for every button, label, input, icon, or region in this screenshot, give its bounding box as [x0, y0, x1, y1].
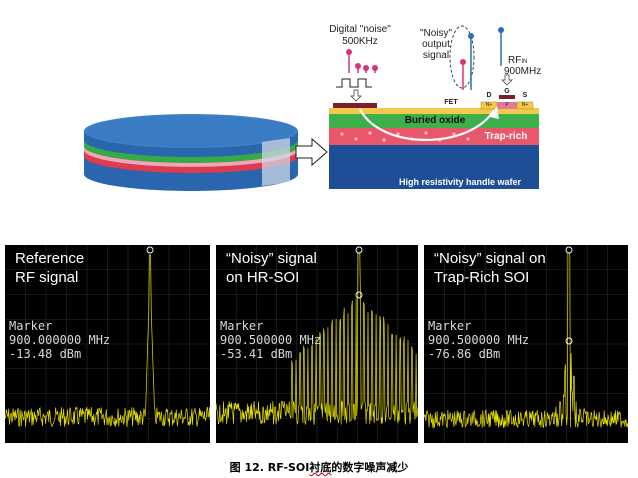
panel-title: “Noisy” signal on Trap-Rich SOI — [434, 249, 546, 287]
rf-in-text: RF — [508, 55, 522, 66]
caption-underlined-text: 衬底 — [309, 461, 332, 474]
panel-title-line1: Reference — [15, 250, 85, 267]
panel-title-line1: “Noisy” signal — [226, 250, 317, 267]
panel-title: Reference RF signal — [15, 249, 84, 287]
marker-readout: Marker 900.500000 MHz -76.86 dBm — [428, 319, 529, 361]
rf-in-subscript: IN — [521, 59, 528, 65]
spectrum-panel-trap-rich: “Noisy” signal on Trap-Rich SOI Marker 9… — [424, 245, 628, 443]
marker-label: Marker — [9, 319, 53, 333]
marker-frequency: 900.500000 MHz — [220, 333, 322, 347]
drain-doping: N+ — [485, 102, 493, 108]
source-doping: N+ — [521, 102, 529, 108]
spectrum-trace-reference — [5, 245, 210, 443]
spectrum-trace-hr-soi — [216, 245, 418, 443]
panel-title-line2: on HR-SOI — [226, 269, 300, 286]
drain-label: D — [486, 92, 492, 99]
marker-label: Marker — [428, 319, 472, 333]
figure-label: 图 12. — [229, 461, 264, 474]
marker-readout: Marker 900.500000 MHz -53.41 dBm — [220, 319, 321, 361]
panel-title-line1: “Noisy” signal on — [434, 250, 546, 267]
zoom-arrow — [295, 137, 328, 167]
wafer-disc — [84, 114, 298, 191]
figure-caption: 图 12. RF-SOI衬底的数字噪声减少 — [0, 459, 638, 475]
soi-diagram — [84, 25, 539, 191]
caption-prefix: RF-SOI — [267, 461, 310, 474]
spectrum-trace-trap-rich — [424, 245, 628, 443]
source-label: S — [522, 92, 528, 99]
spectrum-panel-reference: Reference RF signal Marker 900.000000 MH… — [5, 245, 210, 443]
noisy-label-line3: signal — [422, 50, 450, 61]
digital-noise-freq: 500KHz — [342, 36, 378, 47]
panel-title: “Noisy” signal on HR-SOI — [226, 249, 317, 287]
panel-title-line2: RF signal — [15, 269, 79, 286]
cross-section — [329, 95, 539, 189]
gate-label: G — [504, 88, 510, 95]
marker-label: Marker — [220, 319, 264, 333]
handle-wafer-label: High resistivity handle wafer — [398, 177, 522, 187]
fet-label: FET — [444, 99, 458, 106]
marker-readout: Marker 900.000000 MHz -13.48 dBm — [9, 319, 110, 361]
channel-doping: P — [505, 102, 509, 108]
rf-in-source — [498, 27, 513, 86]
noisy-label-line1: "Noisy" — [419, 28, 453, 39]
marker-level: -13.48 dBm — [9, 347, 82, 361]
buried-oxide-label: Buried oxide — [404, 115, 466, 126]
marker-frequency: 900.000000 MHz — [9, 333, 111, 347]
digital-noise-label: Digital "noise" — [329, 24, 391, 35]
marker-level: -53.41 dBm — [220, 347, 293, 361]
digital-noise-source — [336, 49, 378, 102]
rf-in-freq: 900MHz — [504, 66, 542, 77]
panel-title-line2: Trap-Rich SOI — [434, 269, 530, 286]
spectrum-panel-hr-soi: “Noisy” signal on HR-SOI Marker 900.5000… — [216, 245, 418, 443]
marker-frequency: 900.500000 MHz — [428, 333, 530, 347]
rf-in-label: RFIN — [508, 55, 548, 68]
noisy-label-line2: output — [422, 39, 450, 50]
marker-level: -76.86 dBm — [428, 347, 501, 361]
trap-rich-label: Trap-rich — [484, 131, 528, 142]
noisy-output — [449, 25, 475, 90]
caption-suffix: 的数字噪声减少 — [331, 461, 409, 474]
